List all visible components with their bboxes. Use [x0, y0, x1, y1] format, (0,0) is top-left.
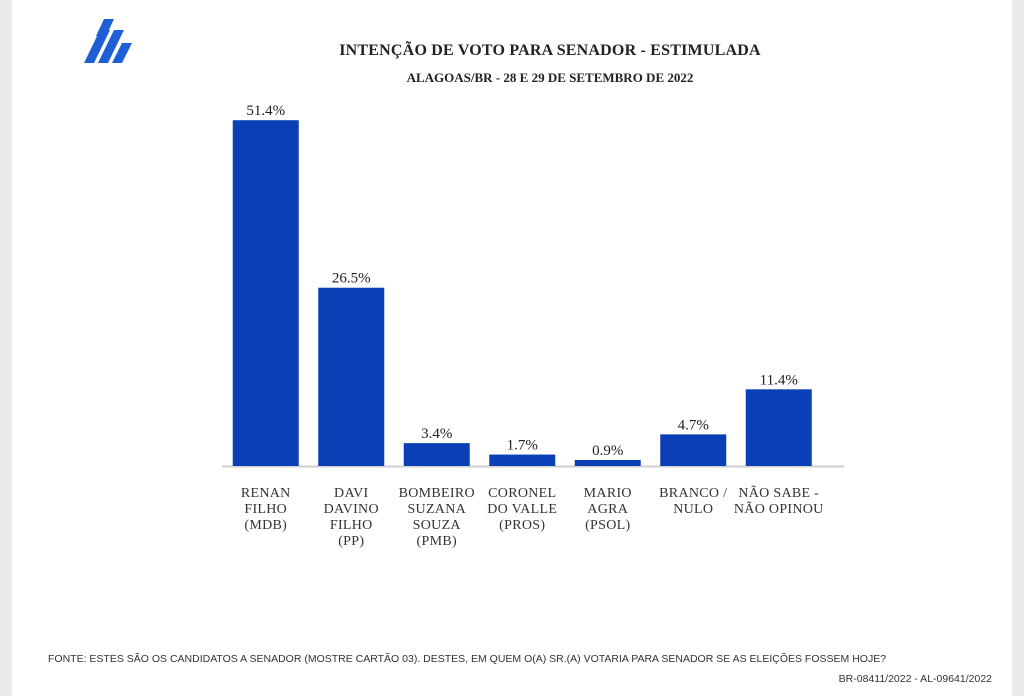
- data-label-1: 26.5%: [332, 271, 371, 287]
- data-label-6: 11.4%: [760, 372, 798, 388]
- chart-subtitle: ALAGOAS/BR - 28 E 29 DE SETEMBRO DE 2022: [406, 70, 694, 85]
- data-label-2: 3.4%: [421, 426, 452, 442]
- category-label-3: CORONEL DO VALLE (PROS): [487, 486, 558, 533]
- bar-chart: 51.4% 26.5% 3.4% 1.7% 0.9% 4.7% 11.4%: [222, 103, 844, 468]
- category-label-2: BOMBEIRO SUZANA SOUZA (PMB): [398, 486, 475, 549]
- category-label-5: BRANCO / NULO: [659, 486, 728, 517]
- chart-title: INTENÇÃO DE VOTO PARA SENADOR - ESTIMULA…: [339, 42, 761, 59]
- source-footnote: FONTE: ESTES SÃO OS CANDIDATOS A SENADOR…: [48, 653, 887, 665]
- category-label-6: NÃO SABE - NÃO OPINOU: [733, 486, 824, 517]
- data-label-0: 51.4%: [246, 103, 285, 119]
- bar-0: [232, 120, 299, 466]
- bar-4: [574, 459, 641, 466]
- bar-3: [489, 454, 556, 466]
- category-label-4: MARIO AGRA (PSOL): [583, 486, 632, 533]
- registration-number: BR-08411/2022 - AL-09641/2022: [838, 673, 992, 685]
- bar-5: [660, 434, 727, 466]
- bar-1: [318, 287, 385, 466]
- data-label-5: 4.7%: [678, 417, 709, 433]
- company-logo-icon: [84, 19, 132, 63]
- category-label-0: RENAN FILHO (MDB): [240, 486, 291, 533]
- data-label-3: 1.7%: [507, 438, 538, 454]
- bar-2: [403, 443, 470, 466]
- category-label-1: DAVI DAVINO FILHO (PP): [323, 486, 379, 549]
- data-label-4: 0.9%: [592, 443, 623, 459]
- bar-6: [745, 389, 812, 466]
- poll-card: INTENÇÃO DE VOTO PARA SENADOR - ESTIMULA…: [12, 0, 1012, 696]
